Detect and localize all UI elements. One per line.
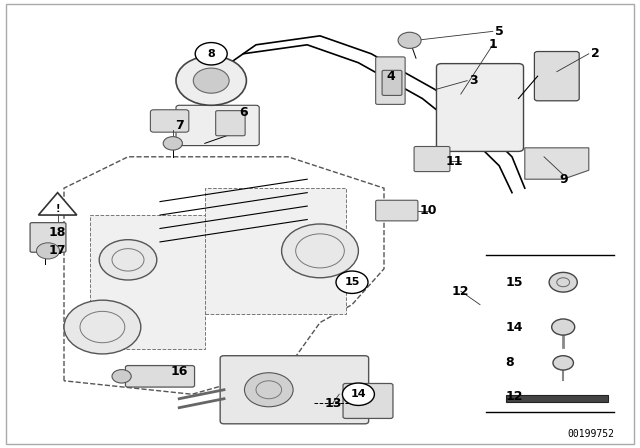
FancyBboxPatch shape: [150, 110, 189, 132]
FancyBboxPatch shape: [30, 223, 66, 252]
Text: 14: 14: [351, 389, 366, 399]
FancyBboxPatch shape: [205, 188, 346, 314]
Circle shape: [282, 224, 358, 278]
Text: 1: 1: [488, 38, 497, 52]
Circle shape: [195, 43, 227, 65]
Circle shape: [163, 137, 182, 150]
Text: 9: 9: [559, 172, 568, 186]
Text: 00199752: 00199752: [568, 429, 614, 439]
FancyBboxPatch shape: [382, 70, 402, 95]
Circle shape: [549, 272, 577, 292]
Text: 12: 12: [506, 390, 523, 403]
Circle shape: [36, 243, 60, 259]
Text: 18: 18: [49, 226, 67, 240]
Polygon shape: [525, 148, 589, 179]
Circle shape: [193, 68, 229, 93]
Circle shape: [112, 370, 131, 383]
Text: 12: 12: [452, 284, 470, 298]
Circle shape: [244, 373, 293, 407]
Circle shape: [176, 56, 246, 105]
Circle shape: [398, 32, 421, 48]
Text: 17: 17: [49, 244, 67, 258]
FancyBboxPatch shape: [220, 356, 369, 424]
Text: !: !: [55, 204, 60, 214]
Text: 7: 7: [175, 119, 184, 132]
Text: 14: 14: [506, 320, 523, 334]
FancyBboxPatch shape: [6, 4, 634, 444]
Text: 8: 8: [207, 49, 215, 59]
FancyBboxPatch shape: [90, 215, 205, 349]
FancyBboxPatch shape: [176, 105, 259, 146]
Polygon shape: [506, 395, 608, 402]
Circle shape: [552, 319, 575, 335]
Circle shape: [342, 383, 374, 405]
FancyBboxPatch shape: [343, 383, 393, 418]
Text: 15: 15: [344, 277, 360, 287]
FancyBboxPatch shape: [216, 111, 245, 136]
Polygon shape: [38, 193, 77, 215]
Text: 15: 15: [506, 276, 523, 289]
Text: 13: 13: [324, 396, 342, 410]
FancyBboxPatch shape: [376, 200, 418, 221]
Text: 2: 2: [591, 47, 600, 60]
Circle shape: [64, 300, 141, 354]
Text: 6: 6: [239, 105, 248, 119]
FancyBboxPatch shape: [125, 366, 195, 387]
FancyBboxPatch shape: [376, 57, 405, 104]
Circle shape: [553, 356, 573, 370]
Text: 5: 5: [495, 25, 504, 38]
FancyBboxPatch shape: [414, 146, 450, 172]
FancyBboxPatch shape: [534, 52, 579, 101]
Text: 16: 16: [170, 365, 188, 379]
Text: 4: 4: [386, 69, 395, 83]
FancyBboxPatch shape: [436, 64, 524, 151]
Text: 10: 10: [420, 204, 438, 217]
Circle shape: [336, 271, 368, 293]
Circle shape: [99, 240, 157, 280]
Text: 3: 3: [469, 74, 478, 87]
Text: 8: 8: [506, 356, 514, 370]
Text: 11: 11: [445, 155, 463, 168]
